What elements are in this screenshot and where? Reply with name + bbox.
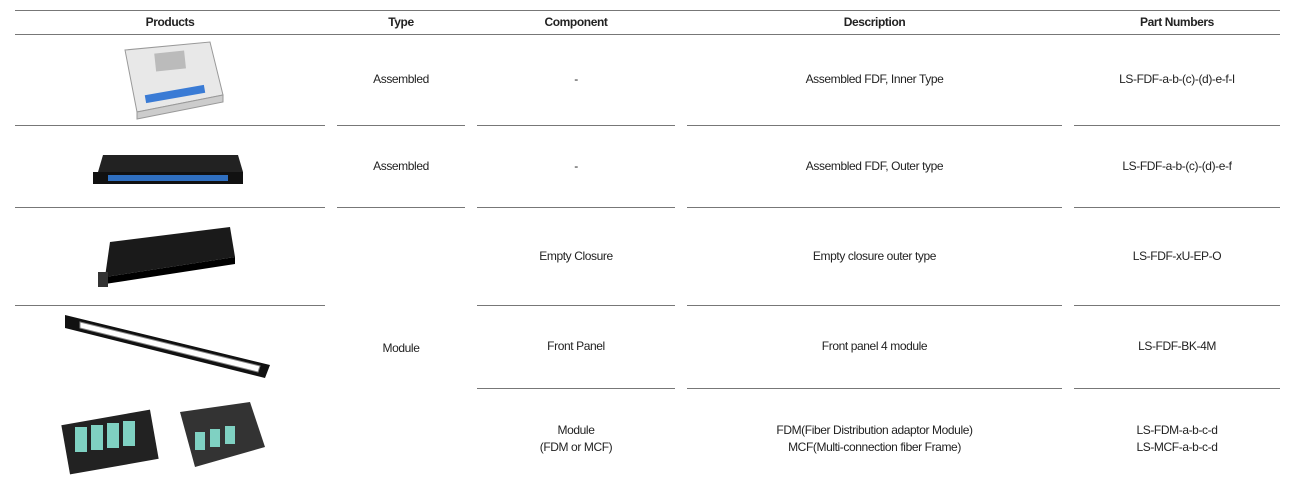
header-cell: Component (477, 10, 675, 34)
rule (687, 207, 1062, 208)
cell-text: Module (382, 341, 420, 355)
cell-text: Assembled FDF, Inner Type (805, 72, 944, 86)
description-cell: Assembled FDF, Outer type (687, 125, 1062, 207)
product-image (98, 227, 235, 287)
component-cell: Front Panel (477, 305, 675, 388)
part-number-cell: LS-FDF-BK-4M (1074, 305, 1280, 388)
rule (15, 10, 1280, 11)
cell-text: Type (388, 14, 414, 29)
cell-text: Description (843, 14, 906, 29)
product-image (93, 155, 243, 184)
rule (477, 388, 675, 389)
cell-text: Assembled FDF, Outer type (805, 158, 944, 173)
cell-text: Component (544, 14, 608, 29)
rule (1074, 125, 1280, 126)
rule (687, 125, 1062, 126)
cell-text: MCF(Multi-connection fiber Frame) (788, 440, 961, 454)
rule (477, 125, 675, 126)
cell-text: Empty closure outer type (812, 248, 937, 263)
rule (15, 207, 325, 208)
component-cell: Empty Closure (477, 207, 675, 305)
rule (1074, 207, 1280, 208)
cell-text: - (574, 72, 578, 86)
component-cell: - (477, 125, 675, 207)
rule (477, 305, 675, 306)
cell-text: LS-FDF-BK-4M (1138, 339, 1216, 353)
cell-text: Part Numbers (1140, 14, 1214, 29)
cell-text: Empty Closure (539, 248, 613, 263)
cell-text: Front Panel (547, 339, 605, 353)
cell-text: - (574, 158, 578, 173)
header-cell: Type (337, 10, 465, 34)
description-cell: Front panel 4 module (687, 305, 1062, 388)
part-number-cell: LS-FDF-xU-EP-O (1074, 207, 1280, 305)
cell-text: (FDM or MCF) (539, 440, 613, 454)
type-cell: Module (337, 207, 465, 490)
cell-text: Front panel 4 module (821, 339, 928, 353)
component-cell: Module (FDM or MCF) (477, 388, 675, 490)
type-cell: Assembled (337, 34, 465, 125)
description-cell: FDM(Fiber Distribution adaptor Module) MC… (687, 388, 1062, 490)
description-cell: Assembled FDF, Inner Type (687, 34, 1062, 125)
rule (477, 207, 675, 208)
rule (337, 207, 465, 208)
rule (1074, 388, 1280, 389)
cell-text: Assembled (373, 158, 429, 173)
rule (15, 125, 325, 126)
rule (1074, 305, 1280, 306)
rule (337, 125, 465, 126)
product-image (124, 41, 224, 120)
header-cell: Description (687, 10, 1062, 34)
part-number-cell: LS-FDF-a-b-(c)-(d)-e-f (1074, 125, 1280, 207)
product-image (65, 315, 270, 378)
type-cell: Assembled (337, 125, 465, 207)
rule (687, 388, 1062, 389)
cell-text: LS-FDM-a-b-c-d (1136, 423, 1218, 437)
product-image (61, 402, 265, 475)
part-number-cell: LS-FDF-a-b-(c)-(d)-e-f-I (1074, 34, 1280, 125)
cell-text: LS-MCF-a-b-c-d (1136, 440, 1218, 454)
cell-text: Assembled (373, 72, 429, 86)
cell-text: Module (557, 423, 595, 437)
cell-text: LS-FDF-a-b-(c)-(d)-e-f (1122, 158, 1232, 173)
rule (15, 34, 1280, 35)
cell-text: LS-FDF-a-b-(c)-(d)-e-f-I (1119, 72, 1235, 86)
cell-text: Products (145, 14, 195, 29)
cell-text: LS-FDF-xU-EP-O (1132, 248, 1222, 263)
cell-text: FDM(Fiber Distribution adaptor Module) (776, 423, 973, 437)
header-cell: Products (15, 10, 325, 34)
part-number-cell: LS-FDM-a-b-c-d LS-MCF-a-b-c-d (1074, 388, 1280, 490)
component-cell: - (477, 34, 675, 125)
header-cell: Part Numbers (1074, 10, 1280, 34)
rule (15, 305, 325, 306)
description-cell: Empty closure outer type (687, 207, 1062, 305)
rule (687, 305, 1062, 306)
